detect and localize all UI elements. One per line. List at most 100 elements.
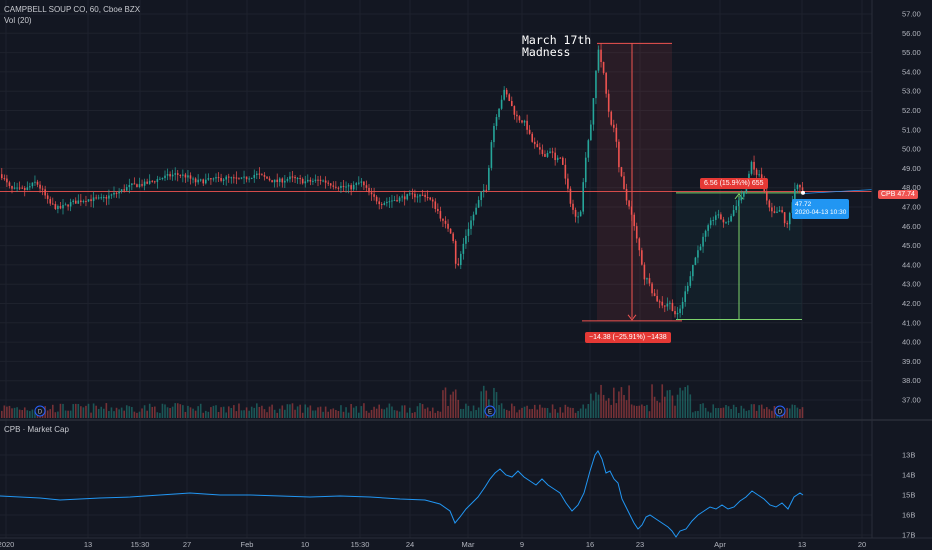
candle-body xyxy=(268,178,271,181)
volume-bar xyxy=(439,411,442,418)
candle-body xyxy=(164,175,166,179)
x-tick-label: 13 xyxy=(798,540,806,549)
volume-bar xyxy=(579,408,582,418)
volume-bar xyxy=(291,403,294,418)
volume-bar xyxy=(567,406,569,418)
volume-bar xyxy=(656,400,658,418)
volume-bar xyxy=(391,406,393,418)
x-tick-label: 27 xyxy=(183,540,191,549)
candle-body xyxy=(225,176,227,180)
candle-body xyxy=(409,193,411,195)
volume-bar xyxy=(299,404,301,418)
candle-body xyxy=(735,206,737,211)
candle-body xyxy=(148,180,151,184)
candle-body xyxy=(567,178,569,189)
symbol-legend[interactable]: CAMPBELL SOUP CO, 60, Cboe BZX xyxy=(4,5,141,14)
price-tick-label: 39.00 xyxy=(902,357,921,366)
candle-body xyxy=(526,120,528,130)
candle-body xyxy=(414,193,416,198)
candle-body xyxy=(533,141,536,145)
candle-body xyxy=(686,285,689,292)
candle-body xyxy=(605,72,607,94)
candle-body xyxy=(329,183,332,186)
volume-bar xyxy=(592,400,595,418)
candle-body xyxy=(590,124,592,141)
market-cap-legend[interactable]: CPB · Market Cap xyxy=(4,425,69,434)
candle-body xyxy=(505,89,508,95)
candle-body xyxy=(125,187,128,191)
volume-bar xyxy=(240,410,243,418)
volume-bar xyxy=(286,404,289,418)
candle-body xyxy=(638,238,641,251)
candle-body xyxy=(240,177,243,179)
volume-bar xyxy=(564,404,567,418)
candle-body xyxy=(429,197,431,200)
volume-bar xyxy=(281,405,284,418)
volume-bar xyxy=(125,405,128,418)
candle-body xyxy=(437,208,439,212)
mcap-tick-label: 14B xyxy=(902,471,915,480)
volume-bar xyxy=(176,403,179,418)
x-tick-label: 23 xyxy=(636,540,644,549)
candle-body xyxy=(309,179,312,182)
x-tick-label: 16 xyxy=(586,540,594,549)
volume-bar xyxy=(658,402,661,418)
volume-bar xyxy=(460,408,462,418)
volume-bar xyxy=(21,410,23,418)
volume-bar xyxy=(401,405,403,418)
volume-bar xyxy=(628,385,630,418)
candle-body xyxy=(518,116,521,121)
annotation-line2: Madness xyxy=(522,45,571,59)
candle-body xyxy=(97,197,100,199)
volume-bar xyxy=(335,409,337,418)
candle-body xyxy=(238,178,240,180)
volume-bar xyxy=(799,409,801,418)
price-tick-label: 47.00 xyxy=(902,203,921,212)
candle-body xyxy=(365,185,368,188)
volume-bar xyxy=(202,412,205,418)
volume-bar xyxy=(671,395,674,418)
candle-body xyxy=(559,157,562,159)
volume-bar xyxy=(684,386,686,418)
volume-legend[interactable]: Vol (20) xyxy=(4,16,32,25)
candle-body xyxy=(544,154,546,157)
volume-bar xyxy=(100,406,103,418)
volume-bar xyxy=(727,406,730,418)
volume-bar xyxy=(516,412,518,418)
x-tick-label: 15:30 xyxy=(351,540,370,549)
candle-body xyxy=(707,225,709,231)
candle-body xyxy=(618,141,620,168)
volume-bar xyxy=(159,412,161,418)
volume-bar xyxy=(307,407,309,418)
volume-bar xyxy=(182,405,184,418)
price-tick-label: 41.00 xyxy=(902,318,921,327)
volume-bar xyxy=(508,410,511,418)
volume-bar xyxy=(301,412,304,418)
volume-bar xyxy=(493,387,495,418)
volume-bar xyxy=(745,410,748,418)
volume-bar xyxy=(199,403,202,418)
volume-bar xyxy=(694,411,697,418)
candle-body xyxy=(511,101,513,107)
volume-bar xyxy=(477,407,480,418)
candle-body xyxy=(360,181,363,183)
candle-body xyxy=(454,240,457,264)
volume-bar xyxy=(791,404,794,418)
candle-body xyxy=(291,176,294,178)
volume-bar xyxy=(587,403,590,418)
volume-bar xyxy=(388,403,391,418)
volume-bar xyxy=(444,387,447,418)
candle-body xyxy=(447,223,449,229)
volume-bar xyxy=(128,406,131,418)
volume-bar xyxy=(498,405,500,418)
price-tick-label: 37.00 xyxy=(902,396,921,405)
volume-bar xyxy=(559,407,562,418)
volume-bar xyxy=(730,408,732,418)
volume-bar xyxy=(342,411,345,418)
volume-bar xyxy=(712,404,715,418)
volume-bar xyxy=(108,411,110,418)
volume-bar xyxy=(582,404,584,418)
volume-bar xyxy=(380,408,383,418)
volume-bar xyxy=(327,411,329,418)
